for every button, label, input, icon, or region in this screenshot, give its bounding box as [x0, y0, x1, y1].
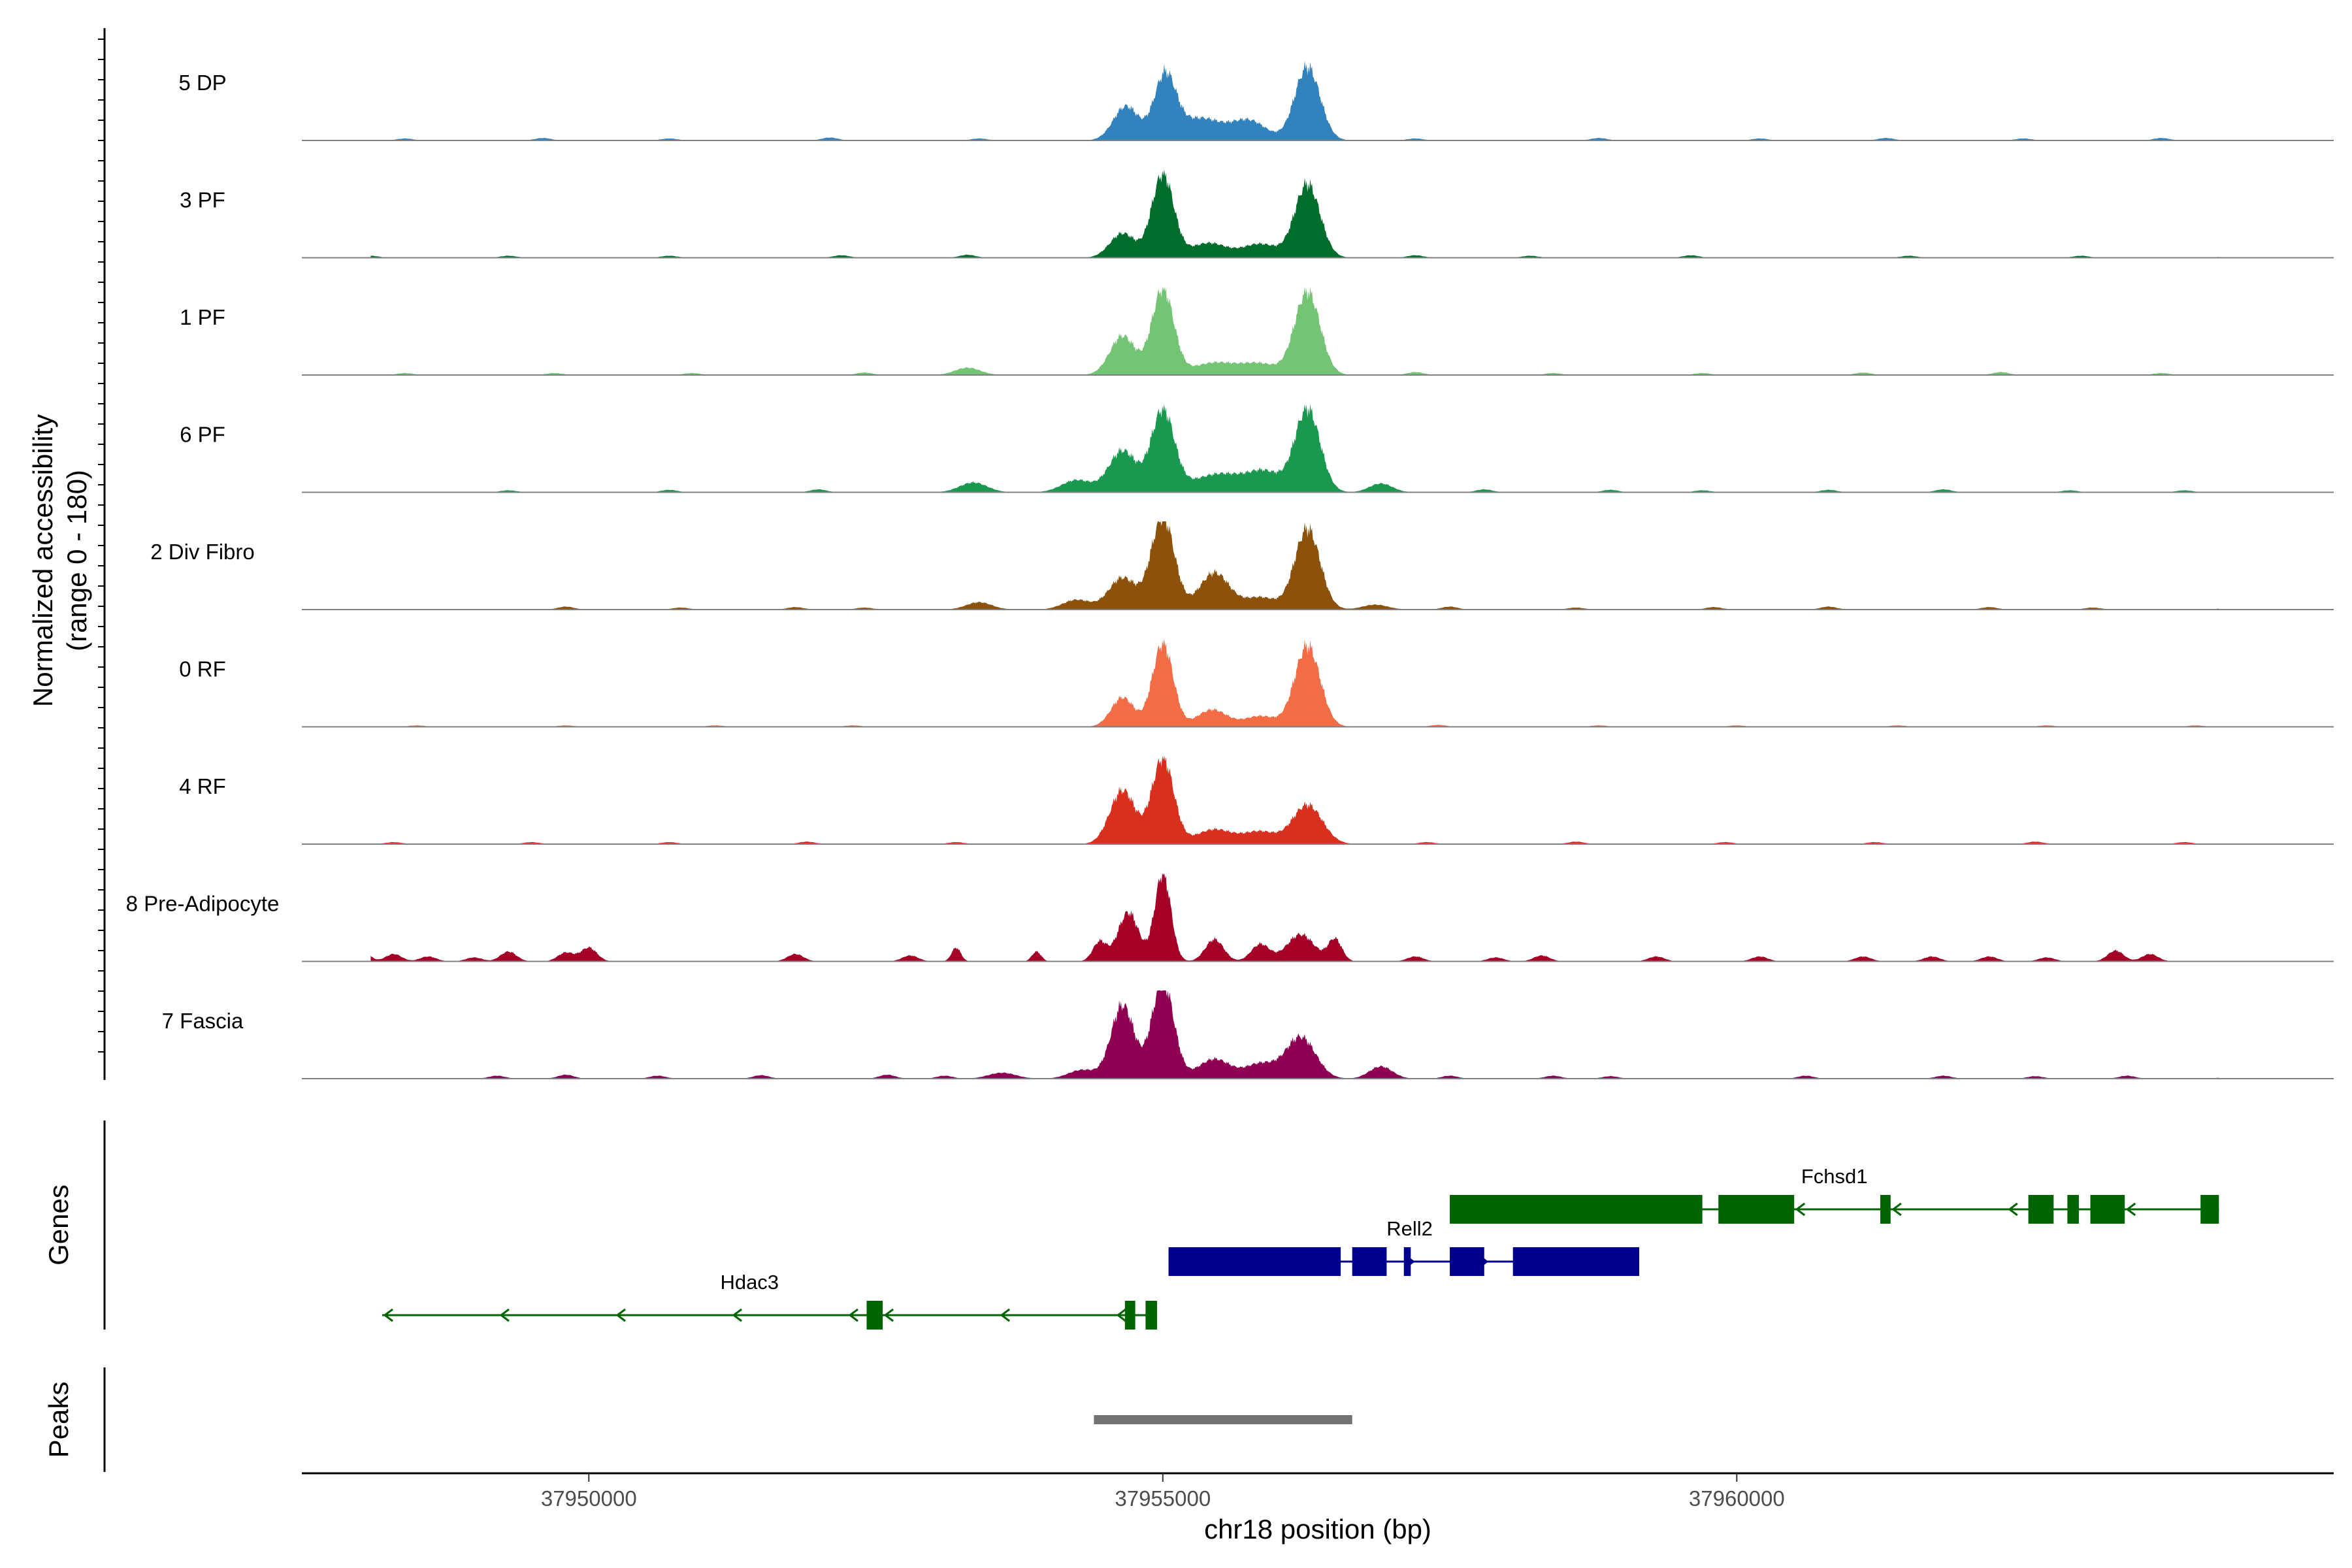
track-label: 4 RF	[179, 774, 226, 798]
x-axis-ticks: 37950000 37955000 37960000	[541, 1473, 1785, 1511]
peaks-panel: Peaks	[43, 1367, 1352, 1472]
track-2-div-fibro: 2 Div Fibro	[150, 521, 2334, 610]
track-6-pf: 6 PF	[180, 404, 2334, 493]
gene-exon	[1880, 1195, 1891, 1224]
coverage-area	[370, 404, 2219, 493]
strand-arrow	[499, 1308, 510, 1322]
genes-panel: Genes Fchsd1 Rell2 Hdac3	[43, 1120, 2219, 1330]
gene-exon	[2200, 1195, 2219, 1224]
gene-exon	[1403, 1247, 1411, 1276]
genes-axis-title: Genes	[43, 1184, 74, 1266]
gene-label: Fchsd1	[1801, 1165, 1868, 1188]
gene-exon	[1145, 1301, 1158, 1330]
peak-regions	[1094, 1415, 1352, 1424]
coverage-y-axis	[98, 28, 106, 1080]
gene-hdac3: Hdac3	[382, 1271, 1158, 1330]
strand-arrow	[883, 1308, 894, 1322]
strand-arrow	[1116, 1308, 1126, 1322]
strand-arrow	[383, 1308, 393, 1322]
coverage-area	[370, 756, 2219, 844]
coverage-area	[370, 287, 2219, 375]
track-8-pre-adipocyte: 8 Pre-Adipocyte	[126, 873, 2334, 962]
track-1-pf: 1 PF	[180, 287, 2334, 376]
coverage-area	[370, 61, 2219, 140]
gene-exon	[1450, 1247, 1484, 1276]
coverage-y-ticks	[98, 39, 105, 1053]
coverage-area	[370, 873, 2219, 962]
track-5-dp: 5 DP	[178, 61, 2334, 141]
track-label: 8 Pre-Adipocyte	[126, 892, 280, 916]
strand-arrow	[1000, 1308, 1010, 1322]
gene-exon	[2028, 1195, 2054, 1224]
gene-models: Fchsd1 Rell2 Hdac3	[382, 1165, 2219, 1330]
track-7-fascia: 7 Fascia	[162, 990, 2334, 1079]
gene-exon	[1450, 1195, 1703, 1224]
strand-arrow	[615, 1308, 626, 1322]
coverage-area	[370, 169, 2219, 258]
track-label: 3 PF	[180, 188, 225, 212]
coverage-y-axis-title-line1: Normalized accessibility	[27, 414, 58, 707]
strand-arrow	[732, 1308, 742, 1322]
strand-arrow	[1891, 1202, 1902, 1217]
track-label: 2 Div Fibro	[150, 540, 255, 564]
coverage-tracks: 5 DP 3 PF 1 PF 6 PF 2 Div Fibro 0 RF 4 RF 8 Pre…	[126, 61, 2334, 1079]
track-label: 0 RF	[179, 657, 226, 681]
track-3-pf: 3 PF	[180, 169, 2334, 259]
gene-exon	[1168, 1247, 1341, 1276]
peaks-axis-title: Peaks	[43, 1382, 74, 1458]
track-label: 5 DP	[178, 71, 226, 95]
strand-arrow	[848, 1308, 858, 1322]
gene-exon	[2067, 1195, 2079, 1224]
gene-label: Hdac3	[720, 1271, 779, 1294]
x-tick-label: 37955000	[1115, 1486, 1211, 1511]
strand-arrow	[2125, 1202, 2136, 1217]
gene-exon	[1352, 1247, 1387, 1276]
strand-arrow	[1795, 1202, 1806, 1217]
track-label: 7 Fascia	[162, 1009, 244, 1033]
coverage-area	[370, 990, 2219, 1079]
track-label: 6 PF	[180, 423, 225, 447]
strand-arrow	[2008, 1202, 2018, 1217]
x-tick-label: 37960000	[1689, 1486, 1785, 1511]
coverage-area	[370, 521, 2219, 610]
gene-label: Rell2	[1386, 1217, 1433, 1240]
gene-fchsd1: Fchsd1	[1450, 1165, 2219, 1224]
x-tick-label: 37950000	[541, 1486, 637, 1511]
gene-exon	[866, 1301, 883, 1330]
coverage-area	[370, 638, 2219, 727]
x-axis-title: chr18 position (bp)	[1204, 1514, 1431, 1544]
track-label: 1 PF	[180, 305, 225, 329]
gene-exon	[2090, 1195, 2125, 1224]
gene-exon	[1718, 1195, 1795, 1224]
coverage-y-axis-title-line2: (range 0 - 180)	[61, 470, 92, 651]
peak-region	[1094, 1415, 1352, 1424]
x-axis: 37950000 37955000 37960000 chr18 position …	[302, 1472, 2334, 1544]
track-4-rf: 4 RF	[179, 756, 2334, 845]
track-0-rf: 0 RF	[179, 638, 2334, 728]
gene-exon	[1512, 1247, 1639, 1276]
gene-rell2: Rell2	[1168, 1217, 1639, 1276]
gene-exon	[1124, 1301, 1135, 1330]
